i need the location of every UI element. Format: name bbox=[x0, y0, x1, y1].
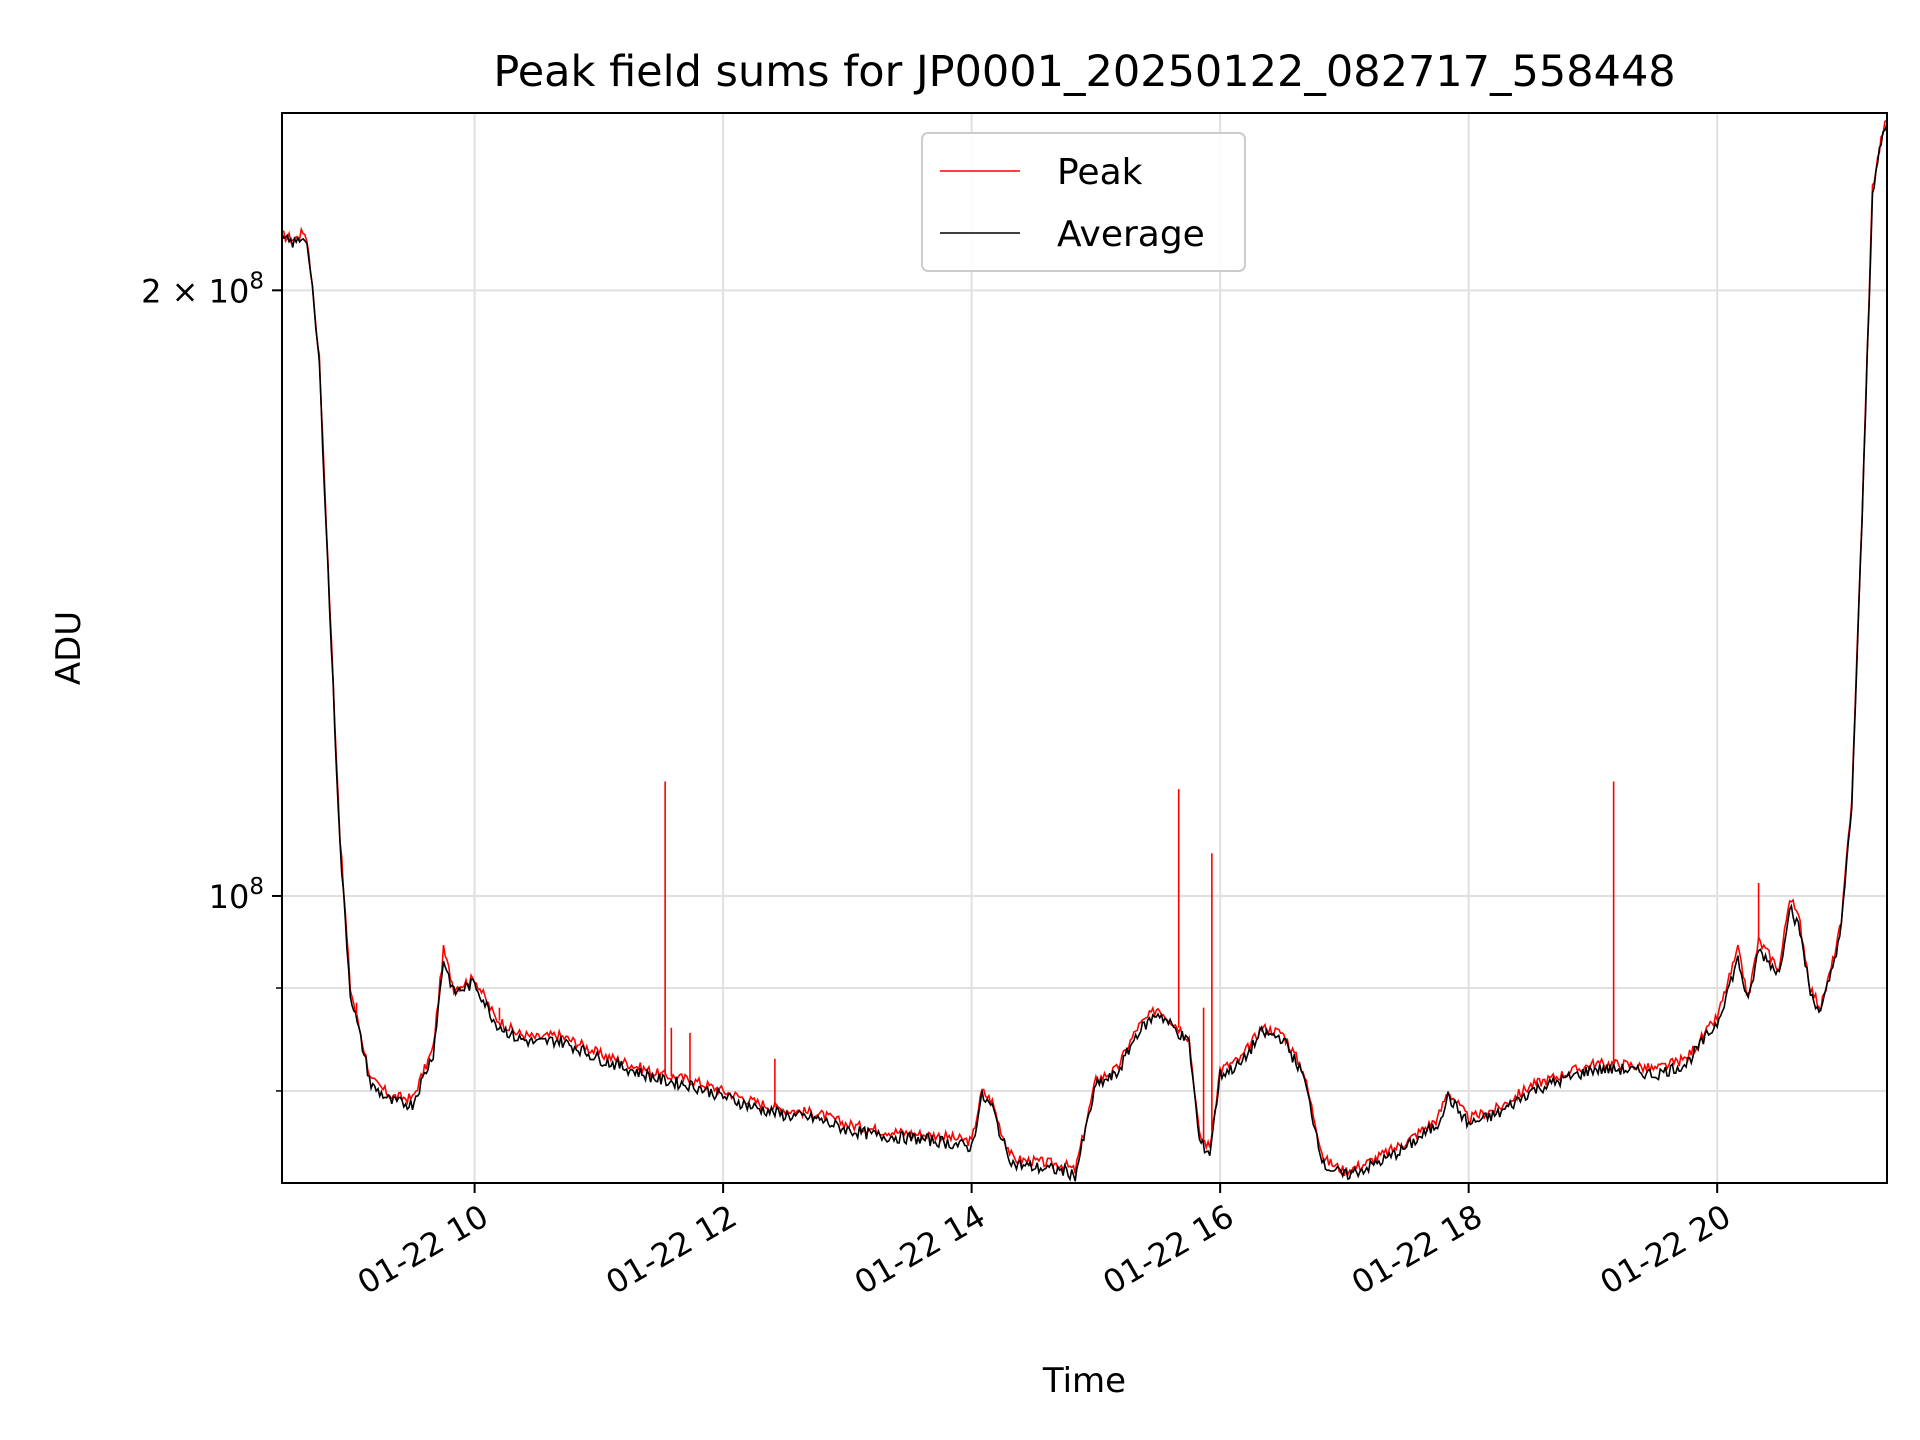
series-line-average bbox=[282, 123, 1887, 1182]
chart-title: Peak field sums for JP0001_20250122_0827… bbox=[493, 47, 1675, 97]
legend: Peak Average bbox=[921, 132, 1246, 272]
y-axis-label: ADU bbox=[49, 611, 89, 685]
legend-box bbox=[921, 132, 1246, 272]
x-axis-label: Time bbox=[1042, 1361, 1126, 1401]
legend-label-peak: Peak bbox=[1057, 152, 1143, 193]
plot-frame bbox=[281, 112, 1888, 1184]
series-layer bbox=[282, 119, 1887, 1182]
y-tick-label: 108 bbox=[209, 874, 264, 916]
legend-label-average: Average bbox=[1057, 214, 1205, 255]
grid-layer bbox=[282, 113, 1887, 1183]
y-tick-label: 2 × 108 bbox=[141, 268, 264, 310]
